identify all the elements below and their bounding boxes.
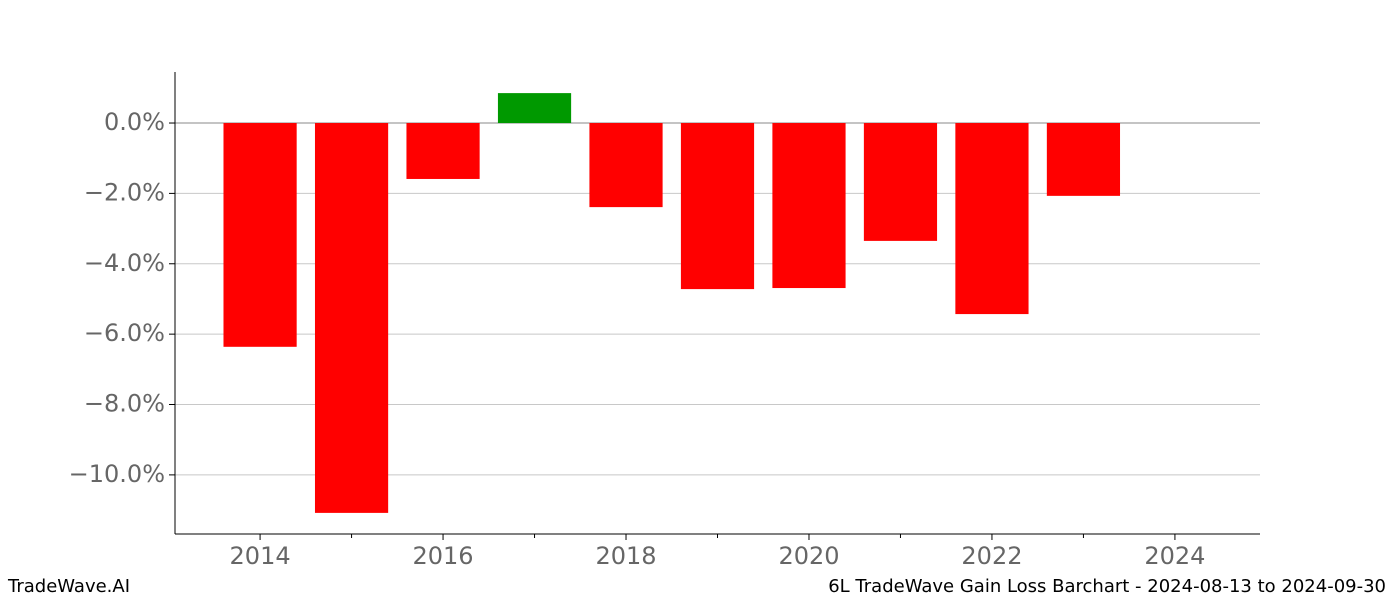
bar [223, 123, 297, 347]
y-tick-label: 0.0% [104, 108, 165, 136]
bar [863, 123, 938, 241]
x-tick-label: 2014 [230, 542, 291, 570]
y-tick-label: −6.0% [84, 319, 165, 347]
y-tick-label: −4.0% [84, 249, 165, 277]
x-tick-label: 2016 [413, 542, 474, 570]
bar [1046, 123, 1121, 196]
bar [314, 123, 389, 513]
x-tick-label: 2024 [1144, 542, 1205, 570]
footer-right: 6L TradeWave Gain Loss Barchart - 2024-0… [828, 576, 1386, 597]
x-tick-label: 2018 [595, 542, 656, 570]
y-tick-label: −8.0% [84, 390, 165, 418]
bar [497, 93, 572, 124]
y-tick-label: −2.0% [84, 178, 165, 206]
bar [955, 123, 1029, 315]
x-tick-label: 2022 [961, 542, 1022, 570]
footer-left: TradeWave.AI [7, 576, 130, 597]
bar [772, 123, 846, 289]
bar [589, 123, 663, 208]
y-tick-label: −10.0% [69, 460, 165, 488]
x-tick-label: 2020 [778, 542, 839, 570]
bar [406, 123, 480, 179]
bar [680, 123, 755, 290]
